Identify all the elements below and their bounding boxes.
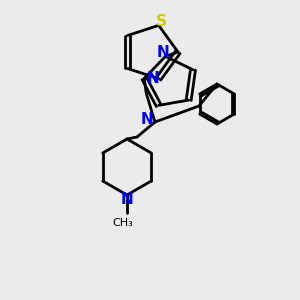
Text: N: N [157, 45, 170, 60]
Text: N: N [146, 71, 159, 86]
Text: N: N [121, 191, 134, 206]
Text: S: S [156, 14, 167, 29]
Text: N: N [141, 112, 153, 128]
Text: CH₃: CH₃ [112, 218, 134, 228]
